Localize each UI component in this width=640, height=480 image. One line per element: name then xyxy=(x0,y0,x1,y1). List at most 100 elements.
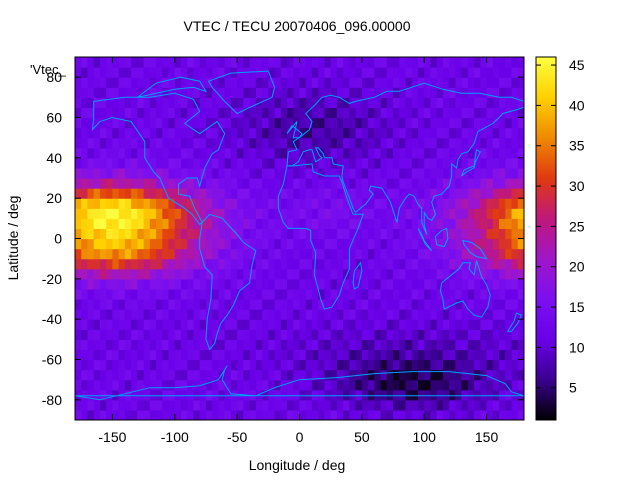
heatmap-cell xyxy=(311,228,319,240)
heatmap-cell xyxy=(81,188,89,199)
heatmap-cell xyxy=(212,248,220,260)
heatmap-cell xyxy=(449,157,457,169)
heatmap-cell xyxy=(393,399,400,411)
heatmap-cell xyxy=(330,319,338,330)
heatmap-cell xyxy=(442,248,450,260)
heatmap-cell xyxy=(106,399,114,411)
heatmap-cell xyxy=(162,369,170,381)
heatmap-cell xyxy=(168,77,176,88)
heatmap-cell xyxy=(124,319,132,330)
heatmap-cell xyxy=(349,349,357,361)
heatmap-cell xyxy=(149,87,157,98)
heatmap-cell xyxy=(168,157,176,169)
heatmap-cell xyxy=(424,299,432,310)
heatmap-cell xyxy=(162,278,170,290)
heatmap-cell xyxy=(181,147,188,159)
heatmap-cell xyxy=(81,339,89,351)
heatmap-cell xyxy=(517,67,524,78)
heatmap-cell xyxy=(305,319,313,330)
heatmap-cell xyxy=(505,339,513,351)
heatmap-cell xyxy=(224,57,232,68)
heatmap-cell xyxy=(137,127,145,139)
heatmap-cell xyxy=(137,278,145,290)
heatmap-cell xyxy=(393,389,400,401)
heatmap-cell xyxy=(87,288,95,300)
heatmap-cell xyxy=(87,167,95,179)
heatmap-cell xyxy=(199,188,207,199)
heatmap-cell xyxy=(505,178,513,189)
heatmap-cell xyxy=(118,288,126,300)
heatmap-cell xyxy=(517,137,524,149)
heatmap-cell xyxy=(168,117,176,129)
heatmap-cell xyxy=(162,77,170,88)
heatmap-cell xyxy=(442,339,450,351)
heatmap-cell xyxy=(187,167,195,179)
heatmap-cell xyxy=(486,57,494,68)
heatmap-cell xyxy=(368,228,375,240)
heatmap-cell xyxy=(143,409,151,420)
heatmap-cell xyxy=(424,339,432,351)
heatmap-cell xyxy=(93,268,101,280)
heatmap-cell xyxy=(486,238,494,250)
heatmap-cell xyxy=(255,228,263,240)
heatmap-cell xyxy=(324,248,332,260)
heatmap-cell xyxy=(149,157,157,169)
heatmap-cell xyxy=(492,319,500,330)
heatmap-cell xyxy=(131,157,138,169)
heatmap-cell xyxy=(293,218,301,230)
heatmap-cell xyxy=(287,178,294,189)
heatmap-cell xyxy=(368,208,375,219)
heatmap-cell xyxy=(424,127,432,139)
heatmap-cell xyxy=(343,329,350,340)
heatmap-cell xyxy=(349,339,357,351)
heatmap-cell xyxy=(499,339,506,351)
heatmap-cell xyxy=(386,67,394,78)
heatmap-cell xyxy=(449,319,457,330)
heatmap-cell xyxy=(474,67,481,78)
heatmap-cell xyxy=(405,359,413,371)
heatmap-cell xyxy=(474,188,481,199)
chart-title: VTEC / TECU 20070406_096.00000 xyxy=(183,18,410,34)
heatmap-cell xyxy=(87,218,95,230)
heatmap-cell xyxy=(268,87,276,98)
heatmap-cell xyxy=(505,67,513,78)
coastline-path xyxy=(277,163,364,310)
heatmap-cell xyxy=(149,339,157,351)
heatmap-cell xyxy=(311,288,319,300)
heatmap-cell xyxy=(249,288,257,300)
heatmap-cell xyxy=(449,248,457,260)
heatmap-cell xyxy=(230,299,238,310)
heatmap-cell xyxy=(330,117,338,129)
heatmap-cell xyxy=(305,127,313,139)
heatmap-cell xyxy=(237,248,244,260)
heatmap-cell xyxy=(131,359,138,371)
heatmap-cell xyxy=(187,198,195,209)
heatmap-cell xyxy=(112,278,120,290)
heatmap-cell xyxy=(75,288,82,300)
heatmap-cell xyxy=(93,208,101,219)
heatmap-cell xyxy=(517,57,524,68)
heatmap-cell xyxy=(511,359,519,371)
heatmap-cell xyxy=(511,228,519,240)
heatmap-cell xyxy=(124,107,132,119)
heatmap-cell xyxy=(199,258,207,270)
heatmap-cell xyxy=(106,288,114,300)
heatmap-cell xyxy=(393,117,400,129)
heatmap-cell xyxy=(517,319,524,330)
heatmap-cell xyxy=(193,278,201,290)
heatmap-cell xyxy=(455,97,463,109)
heatmap-cell xyxy=(293,208,301,219)
heatmap-cell xyxy=(461,359,469,371)
heatmap-cell xyxy=(305,288,313,300)
heatmap-cell xyxy=(87,238,95,250)
heatmap-cell xyxy=(268,127,276,139)
heatmap-cell xyxy=(205,309,213,320)
heatmap-cell xyxy=(349,137,357,149)
heatmap-cell xyxy=(243,268,251,280)
heatmap-cell xyxy=(349,107,357,119)
heatmap-cell xyxy=(193,188,201,199)
heatmap-cell xyxy=(305,248,313,260)
heatmap-cell xyxy=(511,278,519,290)
heatmap-cell xyxy=(324,288,332,300)
